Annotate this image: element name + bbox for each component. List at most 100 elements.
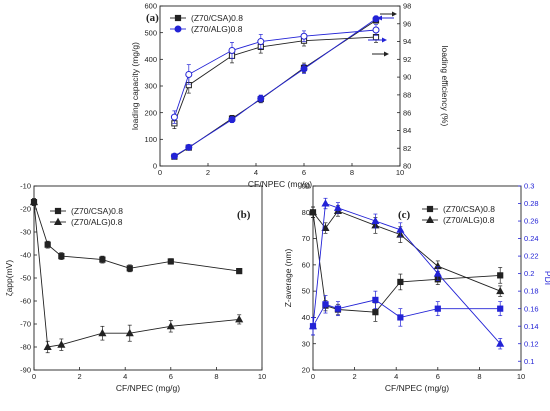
x-tick-label: 10 bbox=[396, 168, 404, 177]
legend-item: (Z70/ALG)0.8 bbox=[170, 24, 243, 34]
data-point bbox=[300, 65, 308, 73]
y-tick-label: 100 bbox=[144, 135, 157, 144]
data-point bbox=[322, 301, 329, 308]
y-tick-label: -70 bbox=[20, 320, 31, 329]
y-axis-label: ζapp(mV) bbox=[4, 260, 14, 297]
data-point bbox=[228, 46, 236, 54]
y2-tick-label: 96 bbox=[403, 19, 411, 28]
y2-tick-label: 0.18 bbox=[524, 287, 539, 296]
x-axis-label: CF/NPEC (mg/g) bbox=[385, 383, 449, 393]
arrow-right-head bbox=[392, 11, 397, 17]
legend-label: (Z70/ALG)0.8 bbox=[191, 24, 243, 34]
series-b-0 bbox=[30, 198, 243, 275]
panel-label: (b) bbox=[237, 209, 251, 221]
legend-label: (Z70/ALG)0.8 bbox=[443, 215, 495, 225]
data-point bbox=[98, 328, 107, 337]
data-point bbox=[43, 342, 52, 350]
y2-tick-label: 82 bbox=[403, 144, 411, 153]
y-axis-label: Z-average (nm) bbox=[283, 249, 293, 308]
series-line bbox=[312, 299, 501, 327]
x-tick-label: 0 bbox=[32, 372, 36, 381]
data-point bbox=[236, 268, 243, 275]
y2-tick-label: 0.28 bbox=[524, 199, 539, 208]
series-line bbox=[173, 36, 377, 124]
x-tick-label: 6 bbox=[169, 372, 173, 381]
data-point bbox=[433, 269, 442, 277]
data-point bbox=[185, 143, 193, 151]
y2-tick-label: 88 bbox=[403, 90, 411, 99]
data-point bbox=[167, 258, 174, 265]
y-axis-label: loading capacity (mg/g) bbox=[130, 42, 140, 130]
data-point bbox=[372, 15, 380, 23]
data-point bbox=[371, 216, 380, 225]
y-tick-label: 70 bbox=[302, 234, 310, 243]
y-tick-label: 500 bbox=[144, 28, 157, 37]
data-point bbox=[57, 340, 66, 348]
series-line bbox=[33, 202, 240, 348]
data-point bbox=[372, 26, 380, 34]
x-tick-label: 0 bbox=[311, 372, 315, 381]
chart-panel-a: 0 2 4 6 8 10010020030040050060080828486889092… bbox=[130, 2, 450, 189]
data-point bbox=[170, 152, 178, 160]
data-point bbox=[228, 116, 236, 124]
y2-tick-label: 90 bbox=[403, 73, 411, 82]
legend-label: (Z70/CSA)0.8 bbox=[191, 13, 243, 23]
y2-tick-label: 0.12 bbox=[524, 339, 539, 348]
x-tick-label: 10 bbox=[517, 372, 525, 381]
x-tick-label: 6 bbox=[436, 372, 440, 381]
series-c-3 bbox=[308, 197, 505, 350]
legend-label: (Z70/CSA)0.8 bbox=[443, 204, 495, 214]
series-line bbox=[312, 212, 501, 313]
axis-arrows bbox=[368, 11, 397, 57]
y2-tick-label: 94 bbox=[403, 37, 411, 46]
y2-tick-label: 0.2 bbox=[524, 269, 534, 278]
data-point bbox=[372, 296, 379, 304]
data-point bbox=[396, 225, 405, 233]
y-tick-label: -10 bbox=[20, 182, 31, 191]
y-tick-label: -80 bbox=[20, 343, 31, 352]
series-line bbox=[33, 201, 240, 272]
series-line bbox=[173, 29, 377, 118]
y2-tick-label: 0.24 bbox=[524, 234, 539, 243]
y2-tick-label: 98 bbox=[403, 2, 411, 11]
y-tick-label: -30 bbox=[20, 228, 31, 237]
data-point bbox=[257, 95, 265, 103]
x-tick-label: 4 bbox=[254, 168, 258, 177]
legend-item: (Z70/CSA)0.8 bbox=[422, 204, 495, 214]
plot-frame bbox=[312, 185, 522, 371]
data-point bbox=[397, 278, 404, 286]
data-point bbox=[333, 203, 343, 211]
legend-marker bbox=[53, 217, 63, 225]
data-point bbox=[300, 32, 308, 40]
data-point bbox=[44, 241, 51, 248]
y-tick-label: -20 bbox=[20, 205, 31, 214]
series-c-2 bbox=[309, 290, 504, 336]
data-point bbox=[372, 309, 379, 316]
x-tick-label: 4 bbox=[394, 372, 398, 381]
series-a-1 bbox=[170, 15, 380, 160]
data-point bbox=[497, 272, 504, 279]
data-point bbox=[308, 321, 318, 330]
legend-label: (Z70/CSA)0.8 bbox=[71, 206, 123, 216]
data-point bbox=[496, 339, 505, 347]
data-point bbox=[99, 256, 106, 263]
y2-tick-label: 0.22 bbox=[524, 252, 539, 261]
legend-item: (Z70/ALG)0.8 bbox=[50, 217, 123, 227]
arrow-right-3-head bbox=[384, 51, 389, 57]
y-tick-label: -90 bbox=[20, 366, 31, 375]
x-tick-label: 2 bbox=[78, 372, 82, 381]
x-tick-label: 8 bbox=[350, 168, 354, 177]
y-tick-label: 60 bbox=[302, 260, 310, 269]
data-point bbox=[235, 315, 244, 323]
x-axis-label: CF/NPEC (mg/g) bbox=[116, 383, 180, 393]
y2-tick-label: 0.16 bbox=[524, 304, 539, 313]
y2-tick-label: 92 bbox=[403, 55, 411, 64]
data-point bbox=[125, 328, 134, 337]
chart-panel-b: 0 2 4 6 8 10 -90 -80 -70 -60 -50 -40 -30 -20 -10 CF/NPE… bbox=[4, 182, 266, 393]
panel-label: (a) bbox=[146, 12, 159, 24]
data-point bbox=[308, 207, 318, 216]
legend-marker bbox=[174, 25, 182, 33]
x-tick-label: 8 bbox=[214, 372, 218, 381]
data-point bbox=[497, 305, 504, 312]
data-point bbox=[334, 305, 342, 312]
